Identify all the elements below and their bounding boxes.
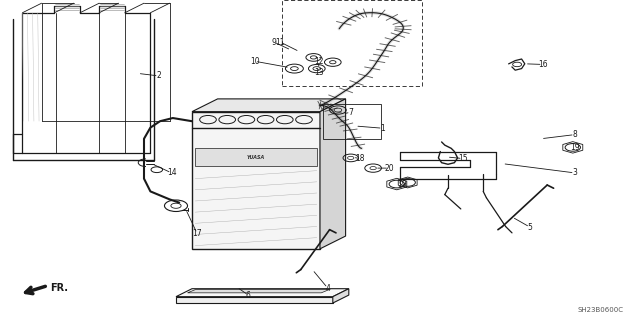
Text: 13: 13 [314,68,324,77]
Text: 3: 3 [572,168,577,177]
Polygon shape [320,99,346,249]
Text: 5: 5 [527,223,532,232]
Text: 1: 1 [380,124,385,133]
Text: 7: 7 [348,108,353,117]
Text: 10: 10 [250,57,260,66]
Polygon shape [333,289,349,303]
Text: 9: 9 [271,38,276,47]
Text: YUASA: YUASA [247,155,265,160]
Text: 16: 16 [538,60,548,69]
Text: 8: 8 [572,130,577,139]
Polygon shape [192,112,320,249]
Text: 18: 18 [356,154,365,163]
Text: 19: 19 [570,143,580,152]
Text: 2: 2 [156,71,161,80]
Polygon shape [192,99,346,112]
Text: 4: 4 [325,284,330,293]
Polygon shape [176,297,333,303]
Text: 17: 17 [192,229,202,238]
Polygon shape [176,289,349,297]
Text: 12: 12 [314,57,323,66]
Text: 20: 20 [384,164,394,173]
Text: 19: 19 [397,180,407,189]
Text: FR.: FR. [50,283,68,293]
Polygon shape [188,290,329,293]
Text: 15: 15 [458,154,468,163]
Text: 14: 14 [166,168,177,177]
FancyBboxPatch shape [195,148,317,166]
Text: SH23B0600C: SH23B0600C [578,307,624,313]
Text: 6: 6 [246,291,251,300]
Text: 11: 11 [276,38,285,47]
